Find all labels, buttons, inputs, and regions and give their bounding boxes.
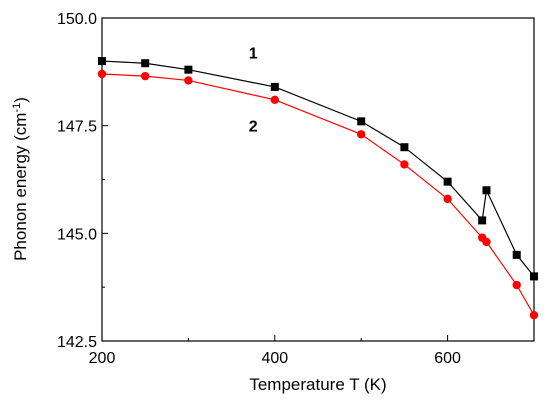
- series-1-point: [482, 186, 491, 195]
- y-tick-label: 145.0: [57, 226, 97, 243]
- y-axis-title-superscript: -1: [11, 103, 23, 113]
- series-1-line: [101, 60, 535, 277]
- y-axis-title: Phonon energy (cm-1): [11, 97, 30, 261]
- y-tick-label: 150.0: [57, 11, 97, 28]
- series-annotation-label: 2: [249, 119, 258, 136]
- series-annotations: 12: [249, 45, 258, 135]
- x-axis-ticks: 200 400 600: [89, 335, 535, 367]
- series-1-point: [478, 216, 487, 225]
- series-1-point: [530, 272, 538, 281]
- series-2-point: [443, 194, 452, 204]
- x-axis-title: Temperature T (K): [249, 375, 386, 394]
- series-2-point: [529, 310, 539, 320]
- y-axis-title-prefix: Phonon energy (cm: [11, 113, 30, 261]
- series-markers: [97, 57, 539, 320]
- series-2-point: [141, 71, 150, 81]
- series-2-point: [357, 130, 366, 139]
- series-1-point: [98, 57, 106, 66]
- series-annotation-label: 1: [249, 45, 258, 62]
- series-1-point: [357, 117, 366, 126]
- x-tick-label: 600: [434, 350, 461, 367]
- series-1-point: [400, 143, 409, 152]
- series-2-line: [101, 73, 535, 316]
- series-1-point: [184, 65, 193, 74]
- series-2-point: [184, 76, 193, 85]
- series-2-point: [512, 280, 521, 290]
- y-tick-label: 147.5: [57, 119, 97, 136]
- x-tick-label: 200: [89, 350, 116, 367]
- series-1-point: [512, 250, 521, 259]
- series-2-point: [400, 160, 409, 169]
- y-tick-label: 142.5: [57, 334, 97, 351]
- y-axis-title-suffix: ): [11, 97, 30, 103]
- series-lines: [101, 60, 535, 316]
- series-1-point: [270, 82, 279, 91]
- series-2-point: [270, 95, 279, 105]
- series-2-point: [97, 69, 107, 79]
- x-tick-label: 400: [261, 350, 288, 367]
- series-1-point: [141, 59, 150, 68]
- series-2-point: [482, 237, 491, 247]
- series-1-point: [443, 177, 452, 186]
